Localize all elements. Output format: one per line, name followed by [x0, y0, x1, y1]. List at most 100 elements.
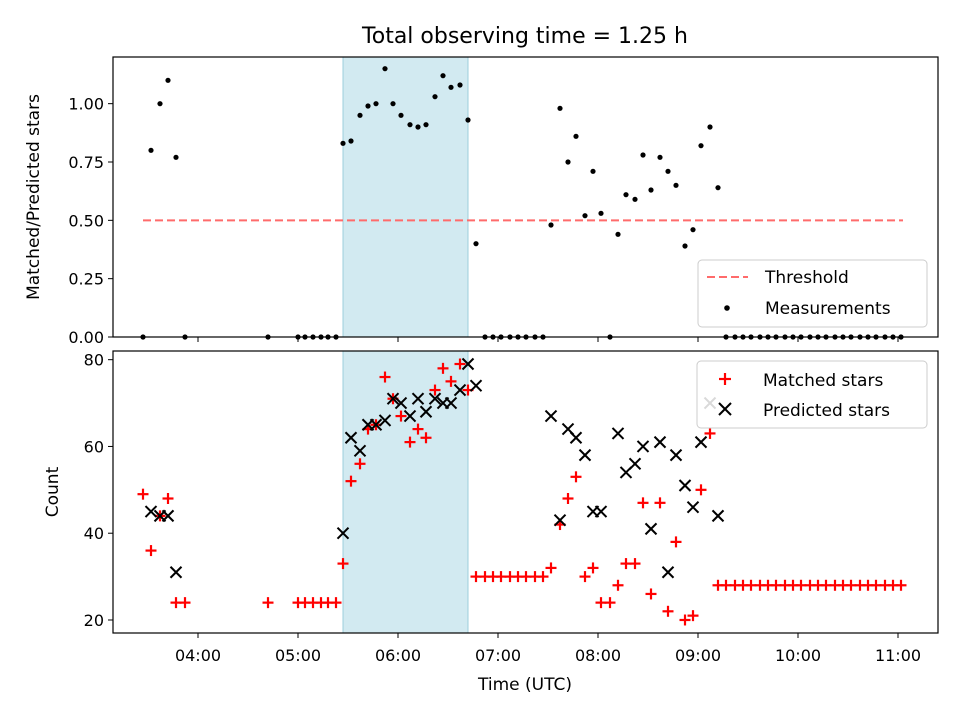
predicted-star-point [594, 505, 608, 518]
matched-star-point [895, 579, 907, 591]
matched-star-point [262, 597, 274, 609]
bottom-panel: 20 40 60 80 04:00 05:00 06:00 07:00 08:00 09:00 10… [43, 350, 939, 695]
matched-star-point [704, 427, 716, 439]
measurement-point [448, 84, 454, 90]
predicted-star-point [611, 427, 625, 440]
measurement-point [373, 101, 379, 107]
legend-threshold-label: Threshold [764, 268, 849, 288]
matched-star-point [179, 597, 191, 609]
measurement-point [548, 222, 554, 228]
bottom-xtick-label: 08:00 [575, 646, 621, 665]
bottom-xtick-label: 10:00 [775, 646, 821, 665]
predicted-star-point [403, 409, 417, 423]
matched-star-point [562, 493, 574, 505]
predicted-star-point [694, 435, 708, 449]
matched-star-point [645, 588, 657, 600]
bottom-xtick-label: 11:00 [875, 646, 921, 665]
matched-star-point [354, 458, 366, 470]
measurement-point [365, 103, 371, 109]
measurement-point [632, 196, 638, 202]
predicted-star-point [628, 457, 642, 471]
measurement-point [573, 133, 579, 139]
measurement-point [698, 143, 704, 149]
predicted-star-point [411, 392, 425, 405]
measurement-point [440, 73, 446, 79]
matched-star-point [612, 579, 624, 591]
matched-star-point [162, 493, 174, 505]
matched-star-point [579, 571, 591, 583]
x-axis-label: Time (UTC) [477, 675, 572, 695]
predicted-star-point [711, 509, 725, 523]
bottom-ytick-label: 80 [84, 351, 104, 370]
predicted-star-point [428, 392, 442, 405]
bottom-shaded-region [342, 350, 469, 634]
measurement-point [640, 152, 646, 158]
matched-star-point [570, 471, 582, 483]
measurement-point [465, 117, 471, 123]
matched-star-point [695, 484, 707, 496]
legend-measurements-label: Measurements [765, 299, 891, 319]
predicted-star-point [636, 440, 650, 453]
measurement-point [715, 185, 721, 191]
predicted-star-point [453, 383, 467, 397]
predicted-star-point [569, 431, 583, 444]
figure-title: Total observing time = 1.25 h [361, 24, 688, 49]
top-legend: Threshold Measurements [697, 259, 928, 328]
bottom-ytick-label: 20 [84, 611, 104, 630]
matched-star-point [445, 375, 457, 387]
measurement-point [615, 231, 621, 237]
predicted-star-point [336, 527, 350, 540]
predicted-star-point [461, 357, 475, 371]
measurement-point [340, 140, 346, 146]
matched-star-point [454, 358, 466, 370]
bottom-xtick-label: 06:00 [375, 646, 421, 665]
predicted-star-point [644, 522, 658, 536]
top-ytick-label: 0.00 [68, 328, 104, 347]
matched-star-point [629, 558, 641, 570]
measurement-point [173, 154, 179, 160]
measurement-point [657, 154, 663, 160]
measurement-point [682, 243, 688, 249]
predicted-star-point [144, 505, 158, 518]
matched-star-point [587, 562, 599, 574]
matched-star-point [379, 371, 391, 383]
top-ylabel: Matched/Predicted stars [24, 94, 44, 300]
measurement-point [423, 122, 429, 128]
predicted-star-point [544, 409, 558, 423]
matched-star-point [654, 497, 666, 509]
measurement-point [623, 192, 629, 198]
legend-matched-label: Matched stars [763, 371, 883, 391]
matched-star-point [145, 545, 157, 557]
matched-star-point [670, 536, 682, 548]
measurement-point [398, 112, 404, 118]
top-panel: 0.00 0.25 0.50 0.75 1.00 Matched/Predicted s… [24, 56, 939, 347]
top-shaded-region [342, 56, 469, 338]
top-legend-box [697, 259, 928, 328]
predicted-star-point [386, 392, 400, 405]
predicted-star-point [161, 509, 175, 523]
measurement-point [582, 213, 588, 219]
measurement-point [598, 210, 604, 216]
matched-star-point [137, 488, 149, 500]
matched-star-point [337, 558, 349, 570]
measurement-point [590, 168, 596, 174]
top-ytick-label: 0.25 [68, 270, 104, 289]
matched-star-point [330, 597, 342, 609]
matched-star-point [637, 497, 649, 509]
bottom-ytick-label: 60 [84, 437, 104, 456]
matched-star-point [420, 432, 432, 444]
measurement-point [707, 124, 713, 130]
top-ytick-label: 0.75 [68, 153, 104, 172]
matched-star-point [412, 423, 424, 435]
measurement-point [357, 112, 363, 118]
measurement-point [557, 105, 563, 111]
matched-star-point [395, 410, 407, 422]
bottom-xtick-label: 07:00 [475, 646, 521, 665]
predicted-star-point [353, 444, 367, 457]
predicted-star-point [419, 405, 433, 418]
legend-matched-marker [719, 373, 731, 385]
measurement-point [432, 94, 438, 100]
measurement-point [390, 101, 396, 107]
measurement-point [157, 101, 163, 107]
top-panel-frame [112, 56, 939, 338]
